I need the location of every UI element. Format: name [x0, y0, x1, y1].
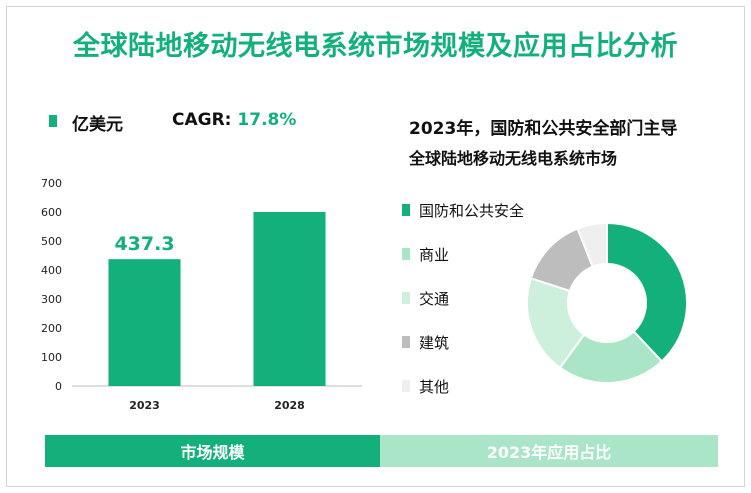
legend-swatch [402, 204, 410, 216]
cagr-text: CAGR: [172, 110, 238, 130]
y-tick-label: 100 [41, 351, 62, 364]
y-tick-label: 700 [41, 177, 62, 190]
bar-chart: 0 100 200 300 400 500 600 700 2023 437.3 2028 [41, 177, 362, 412]
y-tick-label: 200 [41, 322, 62, 335]
y-tick-label: 600 [41, 206, 62, 219]
bar [253, 212, 326, 386]
donut-slice [576, 221, 608, 269]
bar [108, 259, 181, 386]
legend-item: 建筑 [402, 332, 449, 352]
legend-swatch [402, 292, 410, 304]
legend-item: 交通 [402, 288, 449, 308]
legend-label: 建筑 [419, 333, 450, 352]
y-tick-label: 0 [55, 380, 62, 393]
legend-item: 商业 [402, 244, 449, 264]
legend-label: 国防和公共安全 [419, 201, 525, 220]
footer-market-size: 市场规模 [45, 435, 380, 467]
x-tick-label: 2023 [129, 399, 160, 412]
legend-item: 国防和公共安全 [402, 200, 524, 220]
footer-application-share: 2023年应用占比 [380, 435, 718, 467]
unit-label: 亿美元 [72, 115, 123, 135]
y-tick-label: 300 [41, 293, 62, 306]
page-title: 全球陆地移动无线电系统市场规模及应用占比分析 [73, 31, 678, 62]
y-tick-label: 500 [41, 235, 62, 248]
donut-slice [606, 221, 688, 363]
unit-marker [49, 115, 57, 127]
legend-item: 其他 [402, 376, 449, 396]
legend-swatch [402, 336, 410, 348]
bar-data-label: 437.3 [114, 233, 174, 255]
chart-frame [6, 6, 745, 487]
pie-title-line1: 2023年，国防和公共安全部门主导 [409, 119, 678, 139]
cagr-value: 17.8% [237, 110, 297, 130]
legend-swatch [402, 248, 410, 260]
x-tick-label: 2028 [274, 399, 305, 412]
legend-label: 交通 [419, 289, 450, 308]
donut-chart [526, 221, 688, 384]
y-tick-label: 400 [41, 264, 62, 277]
legend-label: 其他 [419, 377, 450, 396]
pie-title-line2: 全球陆地移动无线电系统市场 [409, 149, 618, 168]
legend-label: 商业 [419, 245, 450, 264]
cagr-label: CAGR: 17.8% [172, 110, 296, 130]
legend-swatch [402, 380, 410, 392]
